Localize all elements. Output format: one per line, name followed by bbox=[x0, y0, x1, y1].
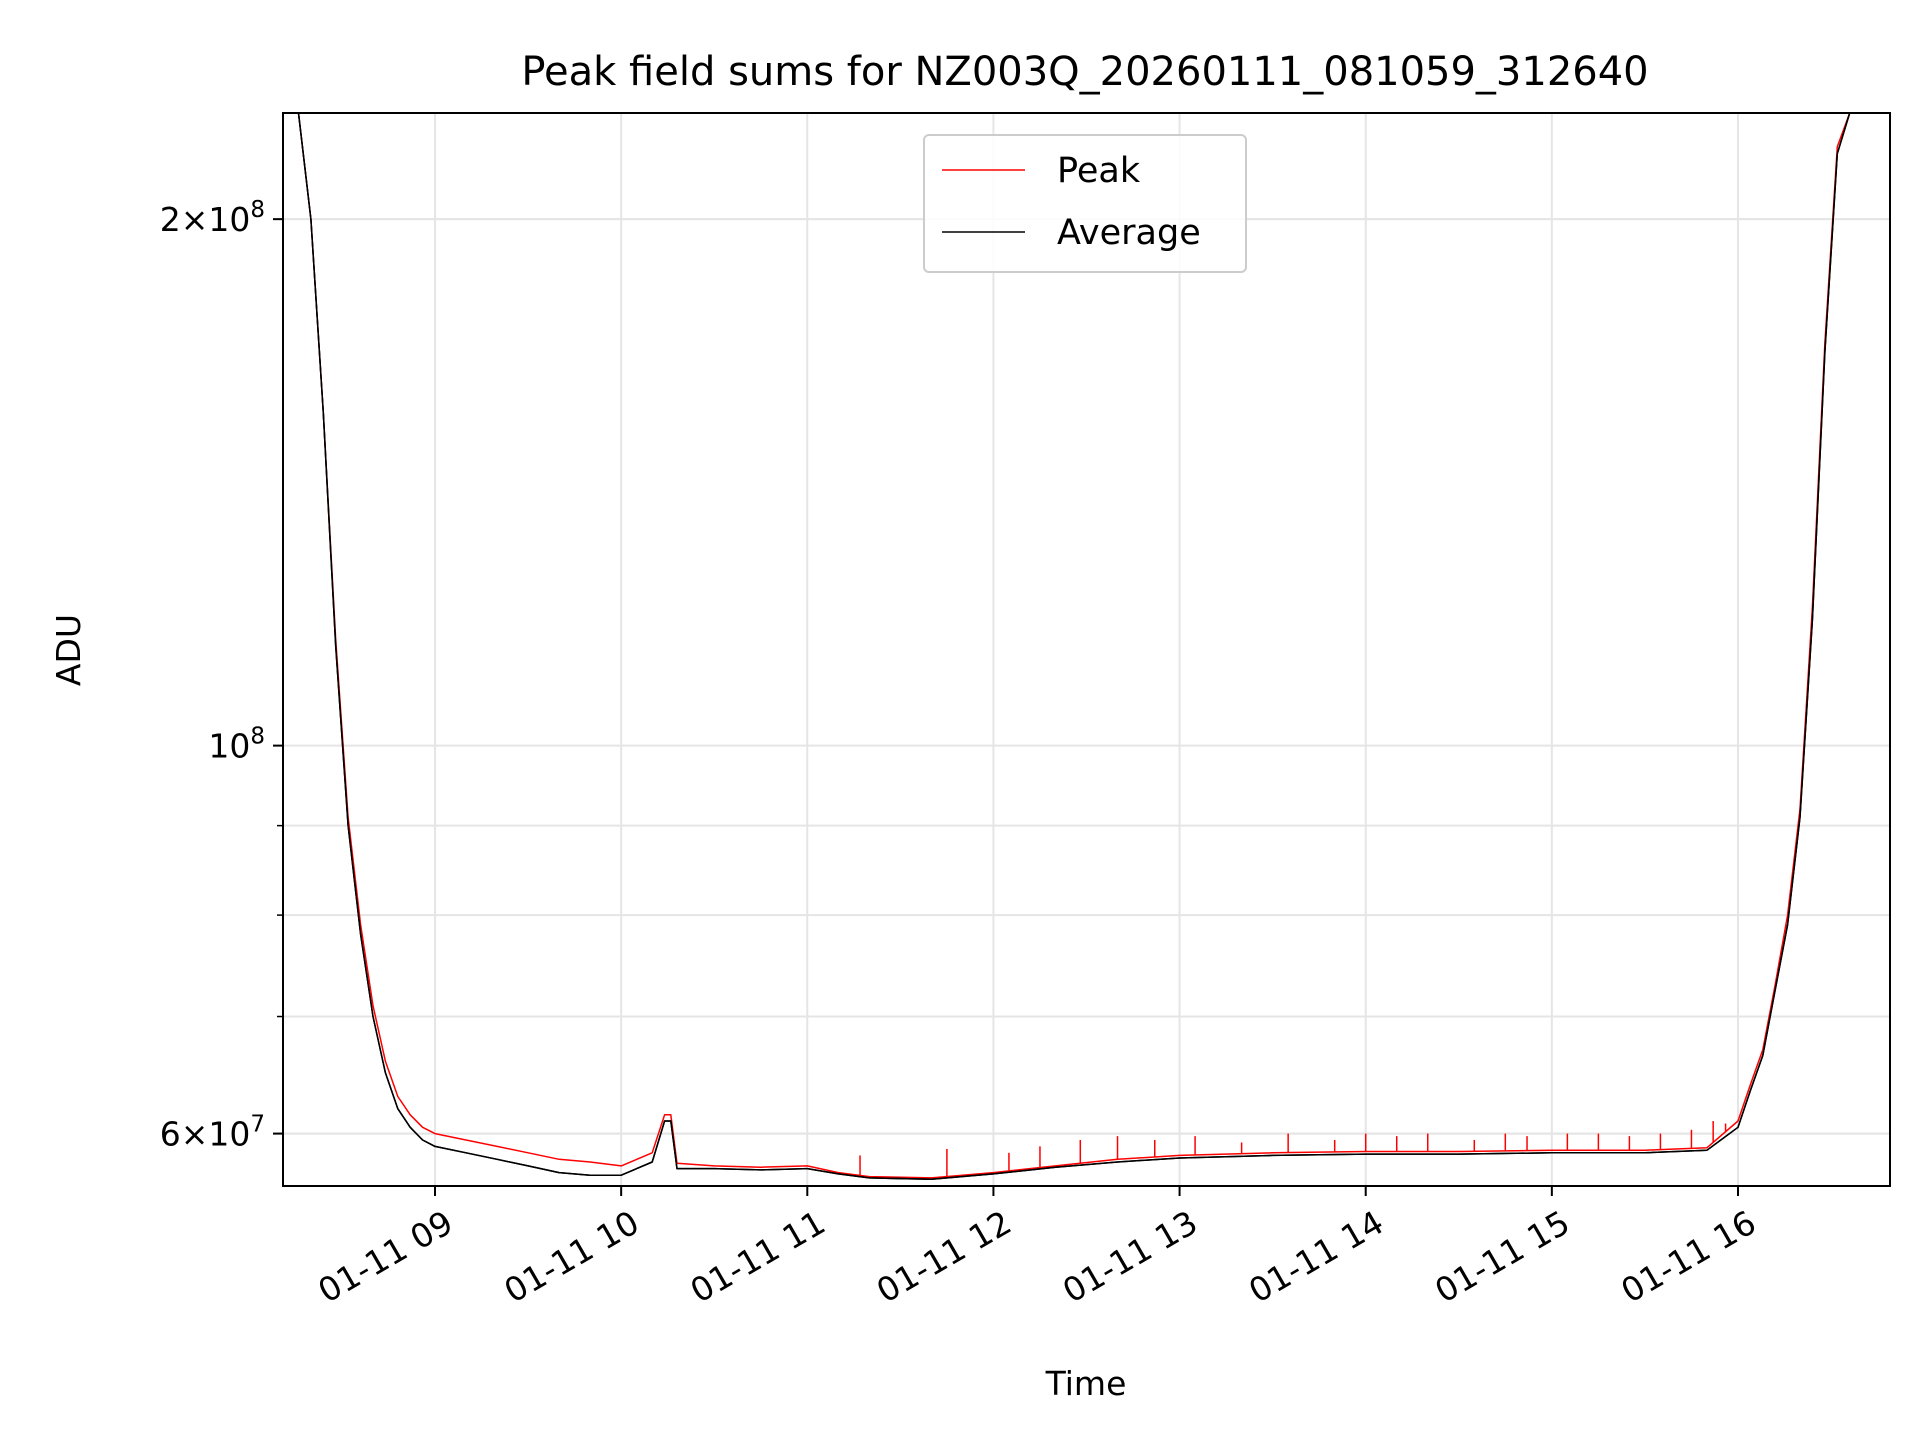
y-tick-label: 108 bbox=[208, 724, 265, 766]
legend-label-average: Average bbox=[1057, 213, 1201, 253]
y-tick-label: 2×108 bbox=[160, 197, 265, 239]
y-axis-ticks: 2×108 108 6×107 bbox=[160, 197, 283, 1154]
plot-frame bbox=[282, 112, 1891, 1187]
plot-area bbox=[283, 113, 1890, 1180]
average-series-line-overlay bbox=[283, 113, 1890, 1180]
legend-label-peak: Peak bbox=[1057, 151, 1141, 191]
chart-title: Peak field sums for NZ003Q_20260111_0810… bbox=[521, 49, 1648, 95]
peak-series-line bbox=[283, 113, 1890, 1179]
legend: Peak Average bbox=[923, 134, 1247, 273]
x-axis-label: Time bbox=[1045, 1364, 1127, 1403]
y-axis-label: ADU bbox=[49, 614, 88, 686]
y-tick-label: 6×107 bbox=[160, 1112, 265, 1154]
